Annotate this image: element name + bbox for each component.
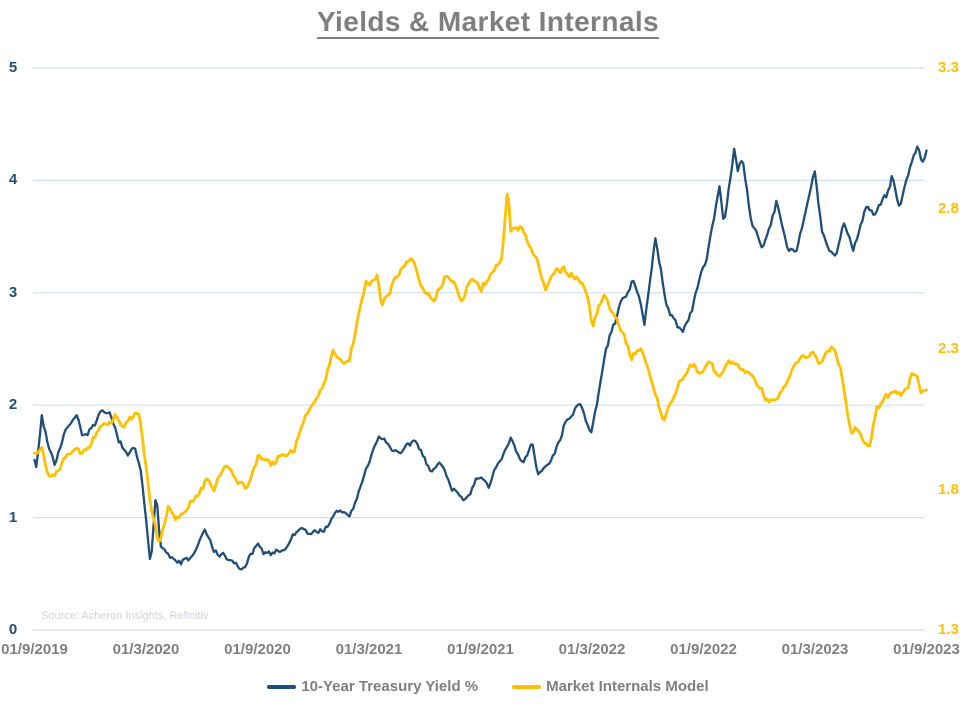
legend-item-market-internals: Market Internals Model [512,678,709,695]
market-internals-line [33,192,928,544]
source-note: Source: Acheron Insights, Refinitiv [41,610,209,622]
legend-label-treasury-yield: 10-Year Treasury Yield % [301,678,479,695]
legend-item-treasury-yield: 10-Year Treasury Yield % [267,678,478,695]
treasury-yield-line-swatch [267,684,297,689]
market-internals-line-swatch [512,684,542,689]
treasury-yield-line [33,145,928,571]
legend-label-market-internals: Market Internals Model [546,678,709,695]
legend: 10-Year Treasury Yield % Market Internal… [0,678,976,695]
chart-title: Yields & Market Internals [317,6,659,37]
